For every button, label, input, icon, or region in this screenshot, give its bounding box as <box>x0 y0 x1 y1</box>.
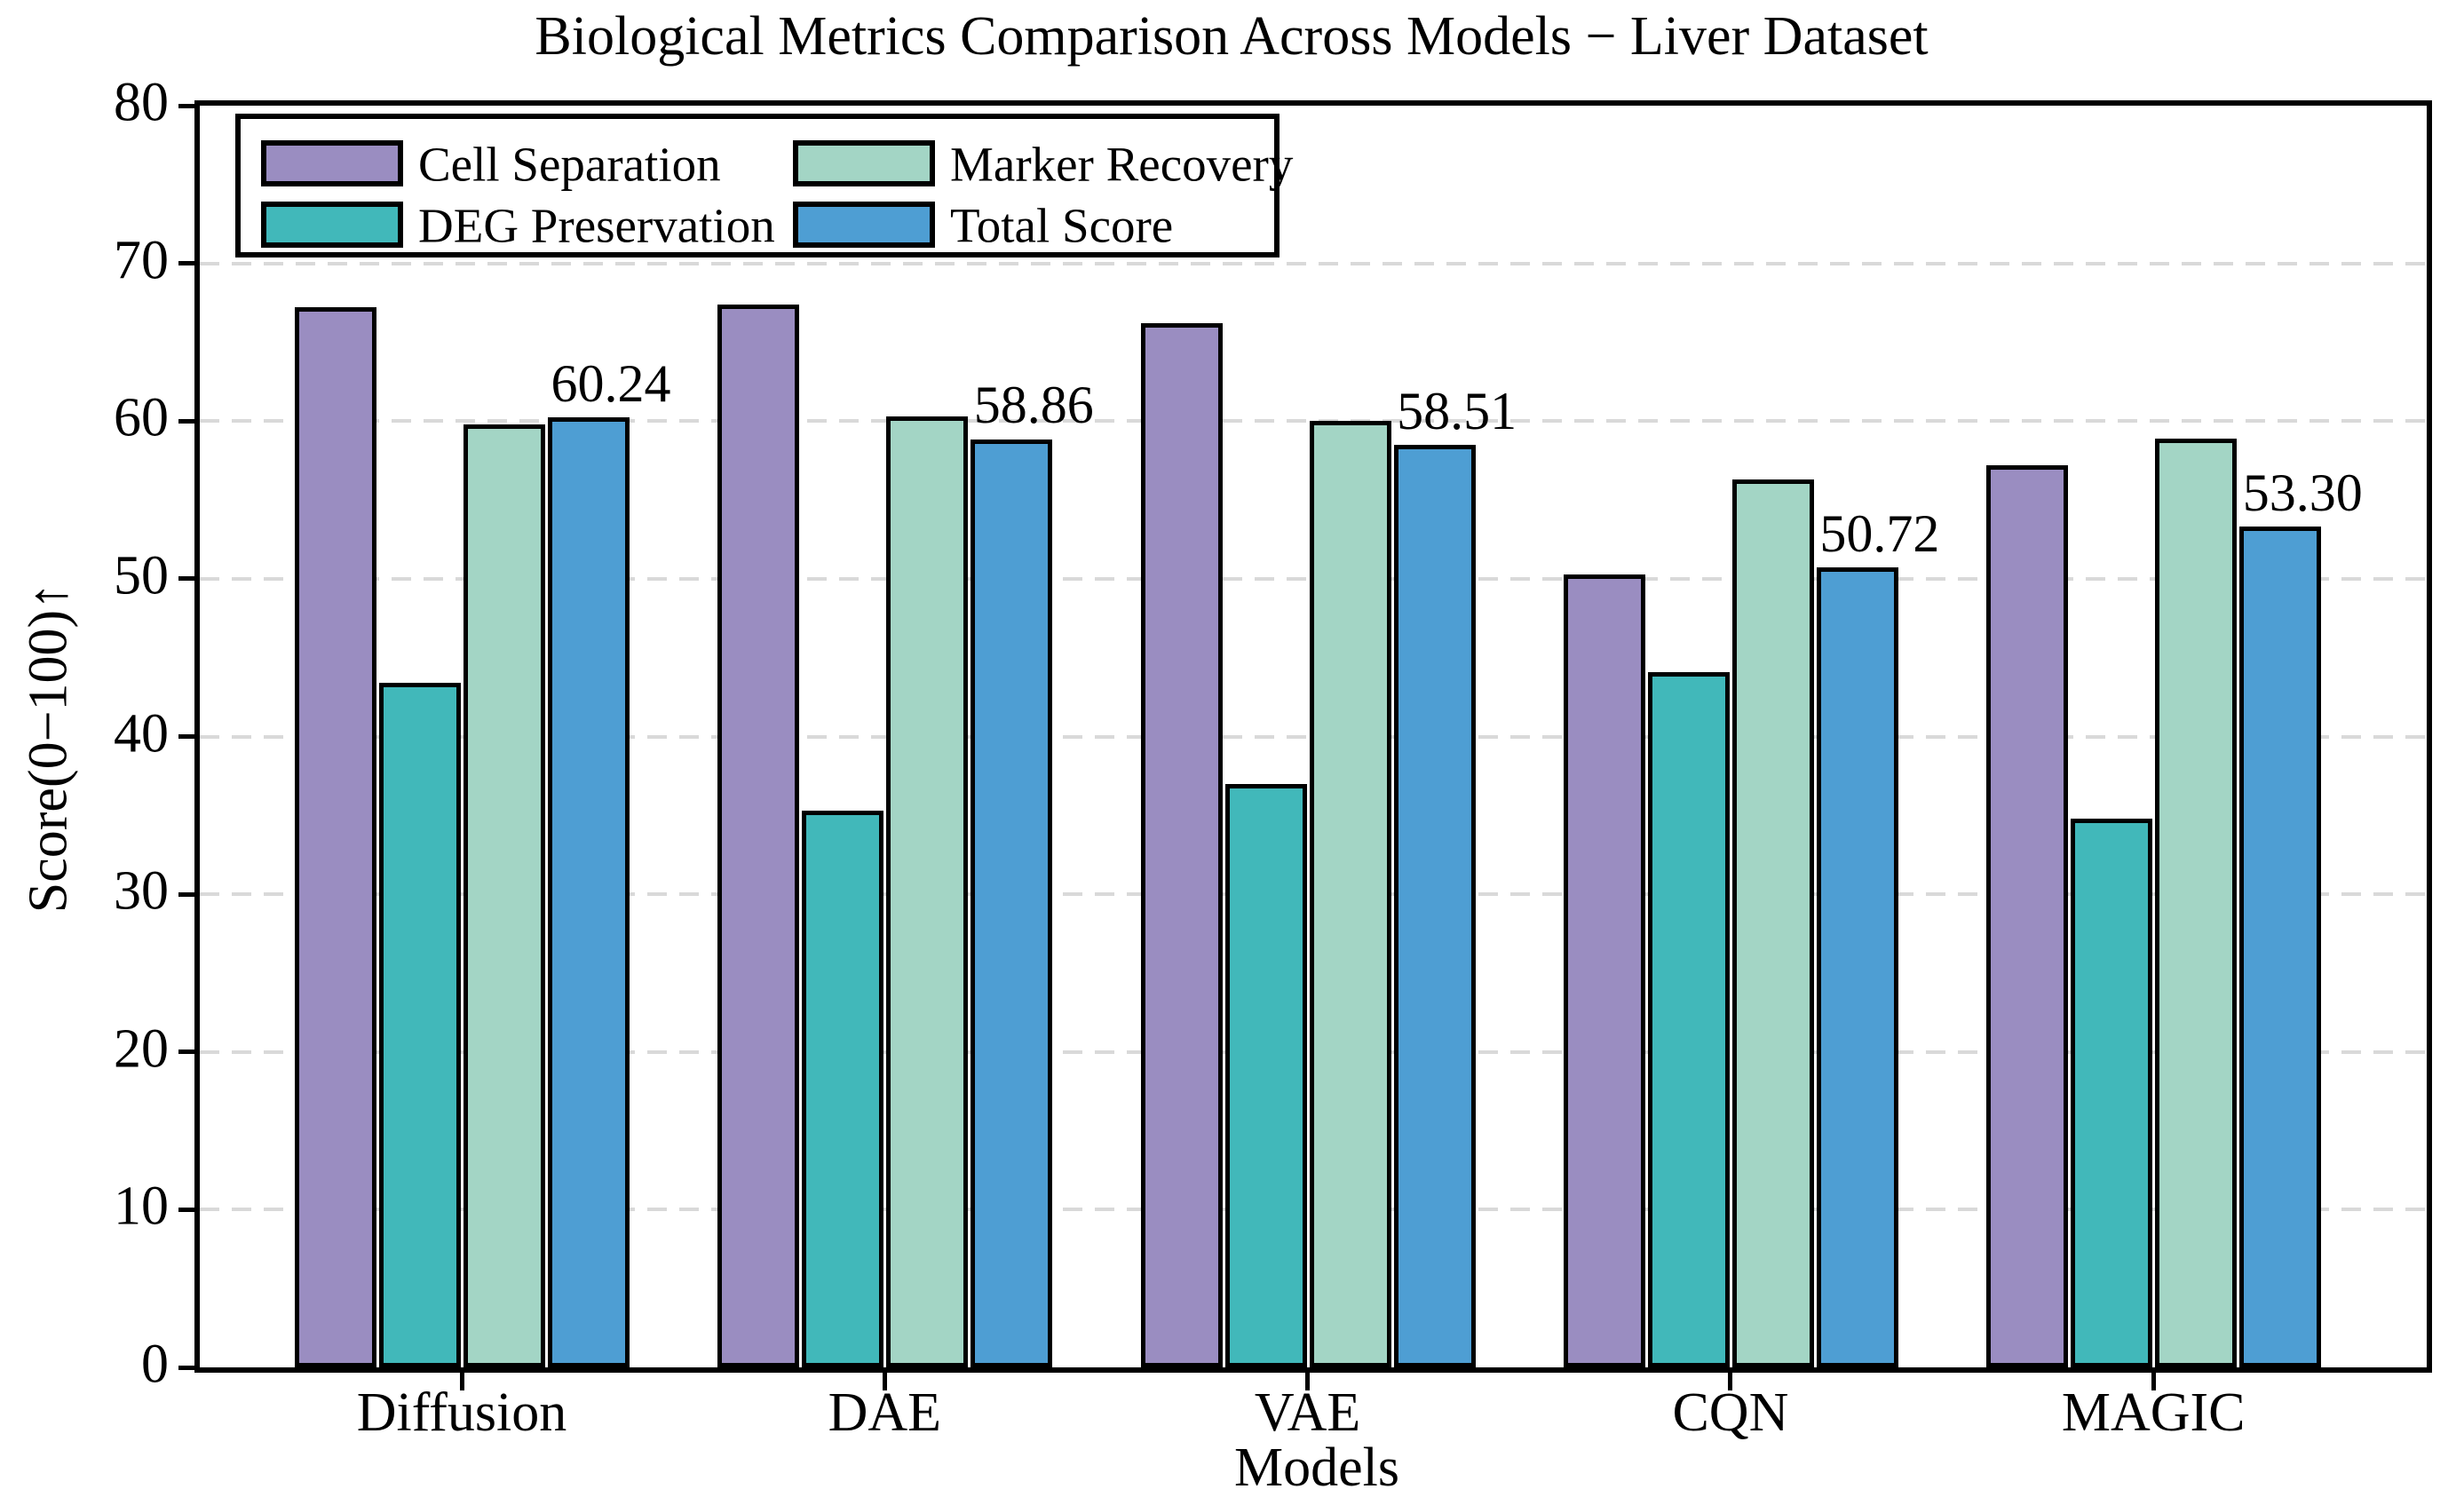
legend: Cell Separation DEG Preservation Marker Re… <box>235 114 1293 257</box>
x-tick-label-magic: MAGIC <box>2061 1382 2246 1443</box>
bar-total-score-dae <box>971 439 1053 1367</box>
bar-marker-recovery-diffusion <box>463 424 545 1367</box>
chart-title: Biological Metrics Comparison Across Mod… <box>535 6 1929 67</box>
bar-value-label: 58.86 <box>973 376 1094 435</box>
bar-total-score-diffusion <box>548 417 630 1367</box>
bar-cell-separation-dae <box>717 304 800 1367</box>
legend-label: DEG Preservation <box>418 198 775 253</box>
y-tick-label: 70 <box>114 230 169 291</box>
bar-marker-recovery-vae <box>1309 421 1391 1367</box>
bar-deg-preservation-dae <box>802 810 884 1367</box>
legend-label: Cell Separation <box>418 137 721 192</box>
legend-swatch-total-score <box>793 202 935 248</box>
bar-marker-recovery-cqn <box>1731 479 1814 1367</box>
x-tick-label-dae: DAE <box>828 1382 942 1443</box>
x-tick-mark <box>1728 1371 1733 1390</box>
legend-swatch-marker-recovery <box>793 140 935 186</box>
y-tick-label: 60 <box>114 387 169 448</box>
legend-label: Marker Recovery <box>950 137 1294 192</box>
bar-value-label: 60.24 <box>551 353 671 413</box>
x-tick-mark <box>1305 1371 1311 1390</box>
bar-value-label: 58.51 <box>1397 381 1517 440</box>
y-tick-label: 50 <box>114 545 169 606</box>
y-tick-mark <box>178 1365 200 1370</box>
bar-deg-preservation-magic <box>2071 818 2153 1367</box>
x-tick-label-vae: VAE <box>1254 1382 1361 1443</box>
plot-area: 60.24 58.86 58.51 50.72 53.30 <box>200 106 2427 1367</box>
y-tick-mark <box>178 576 200 582</box>
y-tick-label: 30 <box>114 860 169 922</box>
bar-total-score-magic <box>2239 527 2322 1367</box>
y-tick-mark <box>178 734 200 739</box>
legend-label: Total Score <box>950 198 1174 253</box>
y-tick-label: 80 <box>114 72 169 133</box>
legend-swatch-deg-preservation <box>261 202 403 248</box>
y-tick-mark <box>178 1050 200 1055</box>
y-tick-mark <box>178 261 200 266</box>
y-tick-mark <box>178 891 200 897</box>
bar-deg-preservation-diffusion <box>379 683 461 1367</box>
bar-value-label: 50.72 <box>1819 504 1940 564</box>
y-tick-mark <box>178 418 200 424</box>
x-tick-mark <box>882 1371 887 1390</box>
bar-marker-recovery-magic <box>2155 438 2238 1367</box>
bar-total-score-cqn <box>1816 567 1898 1367</box>
bar-cell-separation-vae <box>1140 323 1223 1367</box>
bar-deg-preservation-vae <box>1224 783 1307 1367</box>
gridline <box>200 261 2427 265</box>
x-tick-label-diffusion: Diffusion <box>356 1382 567 1443</box>
y-tick-label: 20 <box>114 1018 169 1080</box>
x-tick-label-cqn: CQN <box>1672 1382 1789 1443</box>
y-tick-label: 40 <box>114 703 169 764</box>
y-tick-mark <box>178 103 200 108</box>
bar-cell-separation-diffusion <box>295 307 376 1367</box>
x-tick-mark <box>2151 1371 2156 1390</box>
bar-total-score-vae <box>1393 444 1476 1367</box>
bar-cell-separation-magic <box>1986 465 2069 1367</box>
y-tick-label: 0 <box>141 1334 169 1395</box>
bar-value-label: 53.30 <box>2242 463 2363 523</box>
bar-cell-separation-cqn <box>1563 574 1645 1367</box>
y-tick-label: 10 <box>114 1176 169 1238</box>
bar-marker-recovery-dae <box>886 416 969 1367</box>
y-tick-mark <box>178 1207 200 1212</box>
bar-deg-preservation-cqn <box>1647 671 1730 1367</box>
x-axis-label: Models <box>1234 1438 1399 1498</box>
x-tick-mark <box>459 1371 464 1390</box>
legend-swatch-cell-separation <box>261 140 403 186</box>
